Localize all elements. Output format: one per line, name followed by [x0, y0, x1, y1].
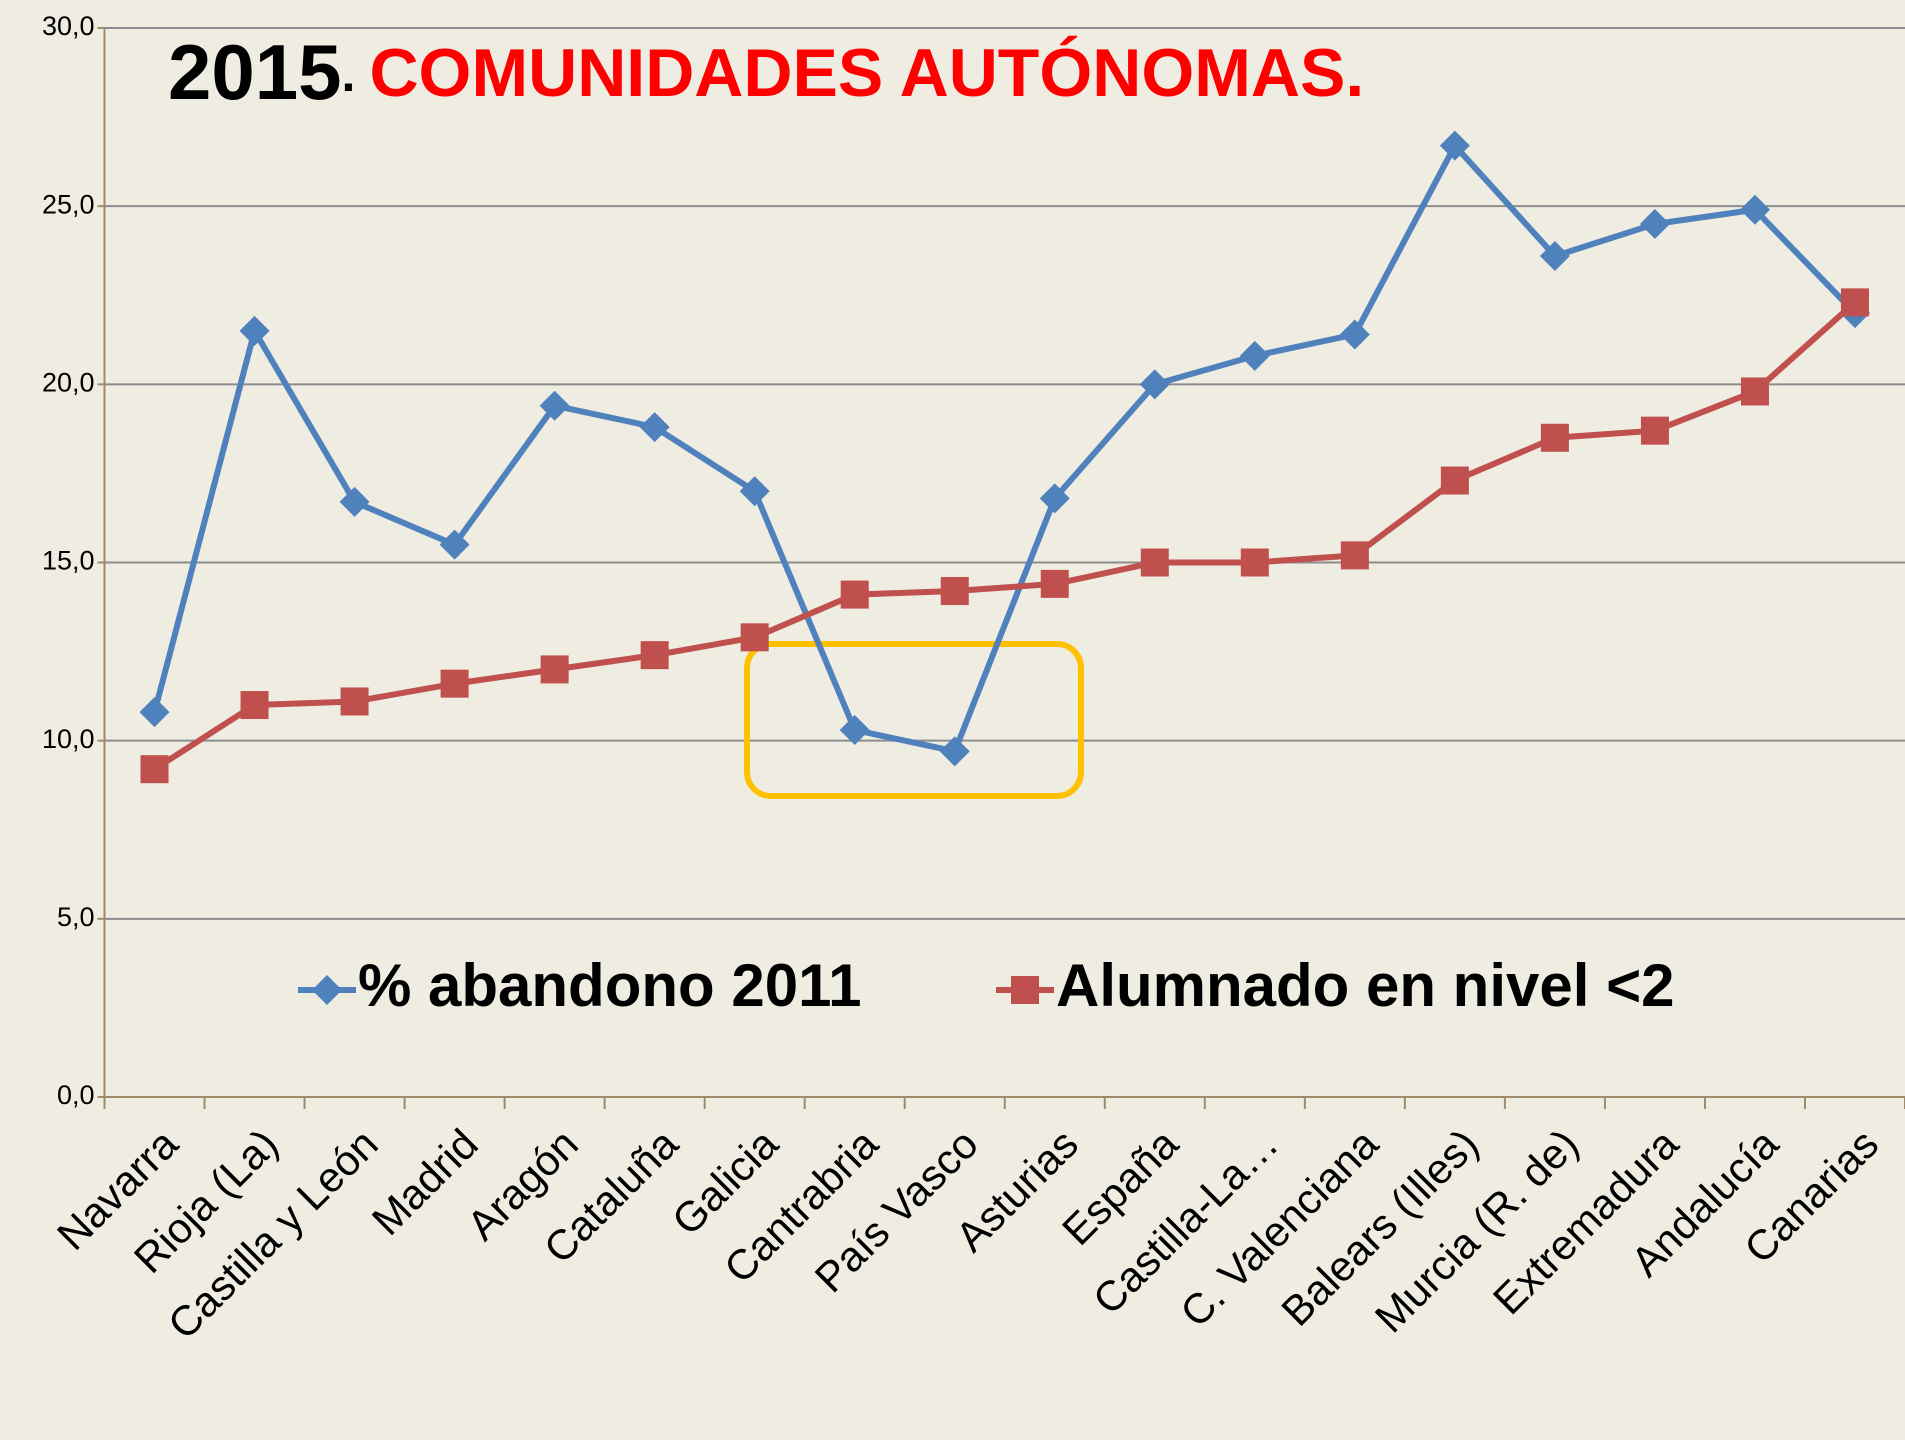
marker: [1639, 208, 1670, 239]
marker: [1439, 130, 1470, 161]
y-tick-label: 20,0: [42, 367, 95, 397]
y-tick-label: 15,0: [42, 546, 95, 576]
marker: [1739, 194, 1770, 225]
marker: [1540, 423, 1569, 452]
chart-title: 2015. COMUNIDADES AUTÓNOMAS.: [168, 28, 1364, 116]
marker: [1640, 416, 1669, 445]
series-line: [152, 300, 1857, 772]
marker: [1740, 377, 1769, 406]
marker: [1440, 466, 1469, 495]
legend-label: Alumnado en nivel <2: [1056, 952, 1675, 1019]
marker: [840, 580, 869, 609]
title-text: COMUNIDADES AUTÓNOMAS.: [369, 35, 1364, 111]
marker: [1140, 548, 1169, 577]
y-tick-label: 5,0: [57, 902, 95, 932]
marker: [940, 577, 969, 606]
marker: [1039, 483, 1070, 514]
title-dot: .: [342, 46, 356, 102]
marker: [339, 486, 370, 517]
marker: [1240, 548, 1269, 577]
marker: [440, 669, 469, 698]
y-tick-label: 0,0: [57, 1080, 95, 1110]
legend-marker: [1011, 976, 1039, 1004]
marker: [240, 691, 269, 720]
marker: [839, 714, 870, 745]
marker: [1339, 319, 1370, 350]
marker: [740, 623, 769, 652]
marker: [640, 641, 669, 670]
marker: [639, 412, 670, 443]
series-line: [151, 142, 1858, 755]
marker: [739, 476, 770, 507]
marker: [140, 755, 169, 784]
marker: [539, 390, 570, 421]
legend-marker: [312, 975, 342, 1005]
title-year: 2015: [168, 28, 342, 116]
y-tick-label: 10,0: [42, 724, 95, 754]
marker: [239, 315, 270, 346]
marker: [439, 529, 470, 560]
highlight-box: [744, 641, 1084, 799]
y-tick-label: 30,0: [42, 11, 95, 41]
legend-label: % abandono 2011: [358, 952, 862, 1019]
marker: [1040, 569, 1069, 598]
y-tick-label: 25,0: [42, 189, 95, 219]
marker: [540, 655, 569, 684]
marker: [1539, 241, 1570, 272]
marker: [1340, 541, 1369, 570]
marker: [139, 697, 170, 728]
marker: [1239, 340, 1270, 371]
marker: [340, 687, 369, 716]
marker: [1840, 288, 1869, 317]
marker: [1139, 369, 1170, 400]
marker: [939, 736, 970, 767]
